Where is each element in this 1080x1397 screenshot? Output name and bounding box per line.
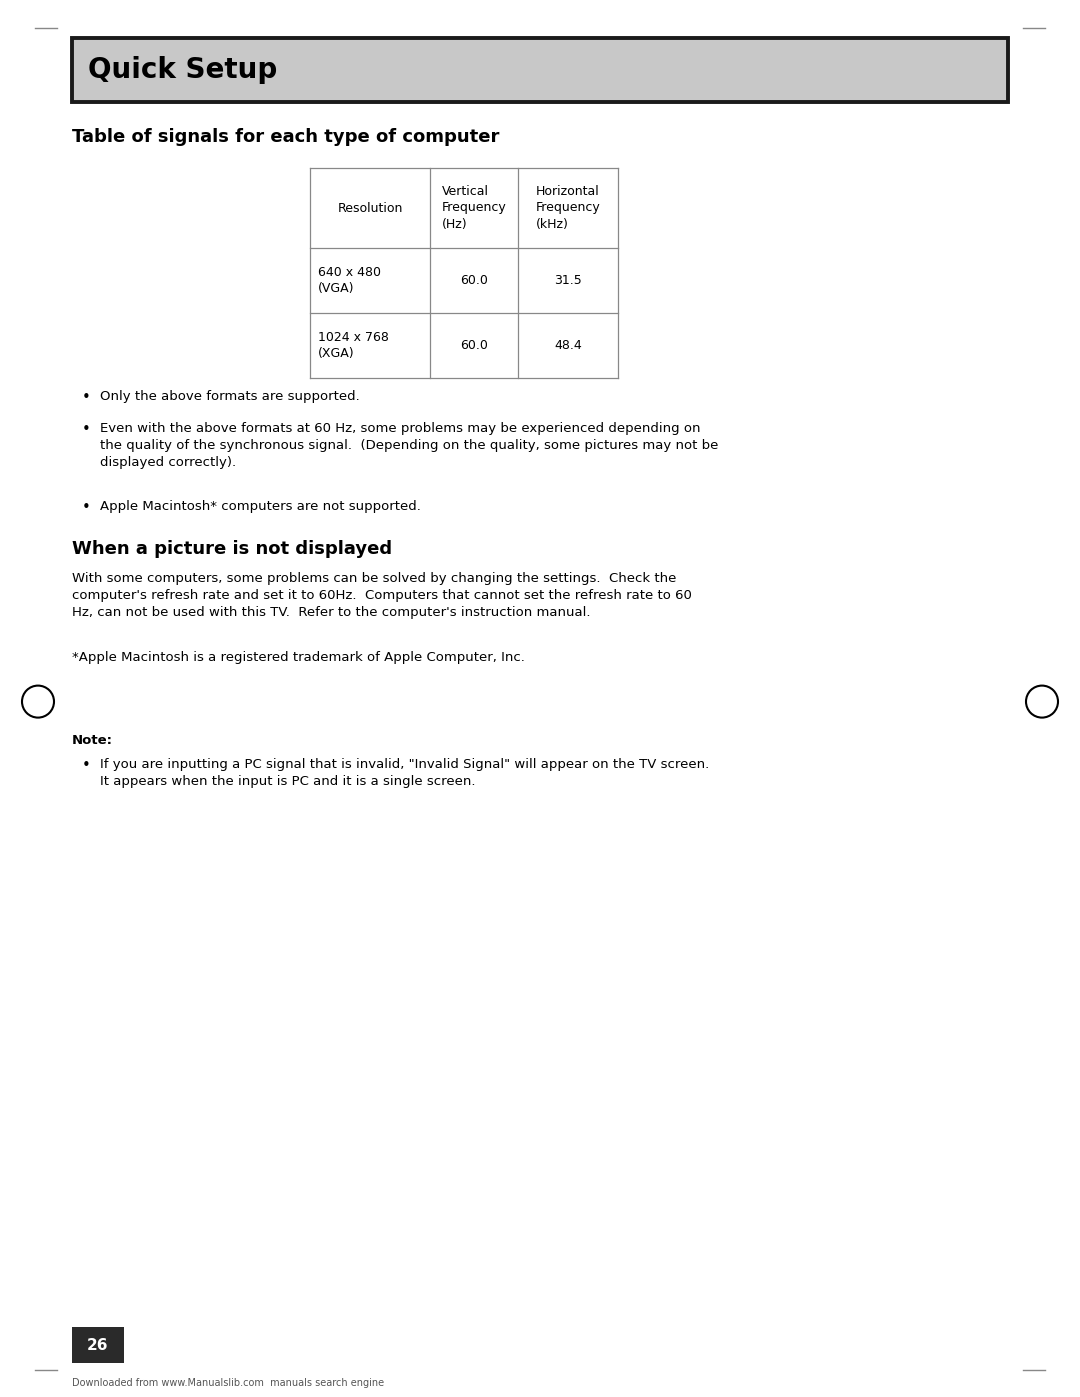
Text: 26: 26: [87, 1337, 109, 1352]
Text: With some computers, some problems can be solved by changing the settings.  Chec: With some computers, some problems can b…: [72, 571, 692, 619]
Text: 31.5: 31.5: [554, 274, 582, 286]
Text: Even with the above formats at 60 Hz, some problems may be experienced depending: Even with the above formats at 60 Hz, so…: [100, 422, 718, 469]
Text: Resolution: Resolution: [337, 201, 403, 215]
Text: Quick Setup: Quick Setup: [87, 56, 278, 84]
FancyBboxPatch shape: [72, 1327, 124, 1363]
Text: When a picture is not displayed: When a picture is not displayed: [72, 541, 392, 557]
Text: 60.0: 60.0: [460, 274, 488, 286]
Text: 1024 x 768
(XGA): 1024 x 768 (XGA): [318, 331, 389, 360]
Text: Vertical
Frequency
(Hz): Vertical Frequency (Hz): [442, 184, 507, 231]
Text: Note:: Note:: [72, 733, 113, 746]
Text: •: •: [82, 757, 91, 773]
Text: •: •: [82, 390, 91, 405]
Text: 60.0: 60.0: [460, 339, 488, 352]
Text: Table of signals for each type of computer: Table of signals for each type of comput…: [72, 129, 499, 147]
Text: *Apple Macintosh is a registered trademark of Apple Computer, Inc.: *Apple Macintosh is a registered tradema…: [72, 651, 525, 664]
Text: •: •: [82, 422, 91, 437]
Text: Horizontal
Frequency
(kHz): Horizontal Frequency (kHz): [536, 184, 600, 231]
Text: If you are inputting a PC signal that is invalid, "Invalid Signal" will appear o: If you are inputting a PC signal that is…: [100, 757, 710, 788]
Text: •: •: [82, 500, 91, 514]
Text: Apple Macintosh* computers are not supported.: Apple Macintosh* computers are not suppo…: [100, 500, 421, 513]
Text: 48.4: 48.4: [554, 339, 582, 352]
Text: Only the above formats are supported.: Only the above formats are supported.: [100, 390, 360, 402]
Text: Downloaded from www.Manualslib.com  manuals search engine: Downloaded from www.Manualslib.com manua…: [72, 1377, 384, 1389]
FancyBboxPatch shape: [72, 38, 1008, 102]
Text: 640 x 480
(VGA): 640 x 480 (VGA): [318, 265, 381, 295]
